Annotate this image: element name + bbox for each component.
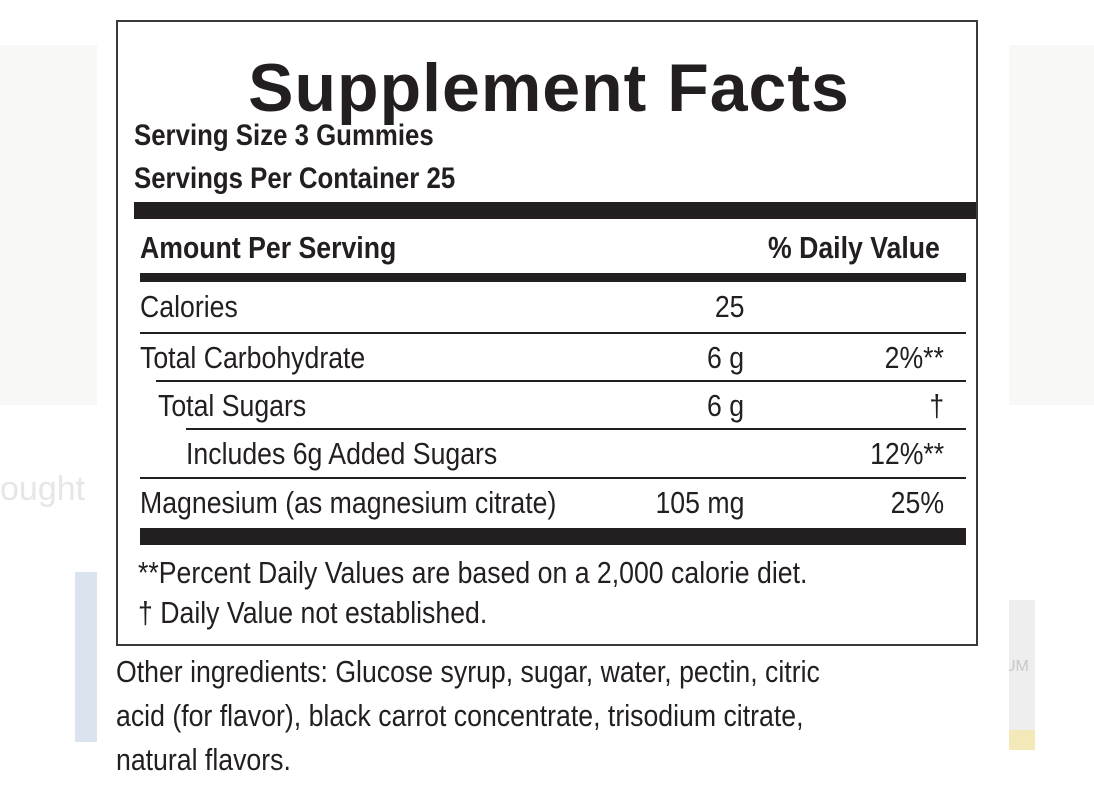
nutrient-dv: 2%** [884,340,944,375]
thick-divider-top [134,202,976,219]
row-divider [186,428,966,430]
background-product-image-left [75,572,97,742]
nutrient-amount: 6 g [706,388,744,423]
thick-divider-bottom [140,528,966,545]
other-ingredients: Other ingredients: Glucose syrup, sugar,… [116,650,820,782]
amount-per-serving-header: Amount Per Serving [140,230,397,265]
nutrient-amount: 6 g [706,340,744,375]
other-ingredients-line: Other ingredients: Glucose syrup, sugar,… [116,654,820,689]
other-ingredients-line: natural flavors. [116,742,291,777]
background-jar-text: UM [1004,658,1029,675]
nutrient-name: Includes 6g Added Sugars [186,436,498,471]
row-divider [140,477,966,479]
servings-per-container: Servings Per Container 25 [134,162,456,195]
serving-size: Serving Size 3 Gummies [134,119,434,152]
row-divider [140,332,966,334]
nutrient-dv: 25% [890,485,944,520]
nutrient-name: Total Sugars [158,388,307,423]
nutrient-row-magnesium: Magnesium (as magnesium citrate) 105 mg … [118,479,980,528]
other-ingredients-line: acid (for flavor), black carrot concentr… [116,698,804,733]
label-title: Supplement Facts [248,50,850,126]
background-partial-heading: ought [0,470,86,508]
supplement-facts-panel: Supplement Facts Serving Size 3 Gummies … [97,0,1009,802]
daily-value-header: % Daily Value [768,230,940,265]
row-divider [156,380,966,382]
nutrient-row-added-sugars: Includes 6g Added Sugars 12%** [118,430,980,479]
nutrient-row-total-sugars: Total Sugars 6 g † [118,382,980,431]
supplement-facts-label: Supplement Facts Serving Size 3 Gummies … [116,20,978,646]
medium-divider [140,273,966,282]
nutrient-name: Total Carbohydrate [140,340,366,375]
nutrient-row-calories: Calories 25 [118,283,980,332]
nutrient-name: Calories [140,289,238,324]
footnote-daily-values: **Percent Daily Values are based on a 2,… [138,555,808,590]
nutrient-dv: † [929,388,944,423]
nutrient-dv: 12%** [869,436,944,471]
nutrient-row-total-carbohydrate: Total Carbohydrate 6 g 2%** [118,334,980,383]
nutrient-amount: 25 [714,289,744,324]
footnote-dagger: † Daily Value not established. [138,595,488,630]
nutrient-amount: 105 mg [655,485,744,520]
nutrient-name: Magnesium (as magnesium citrate) [140,485,557,520]
